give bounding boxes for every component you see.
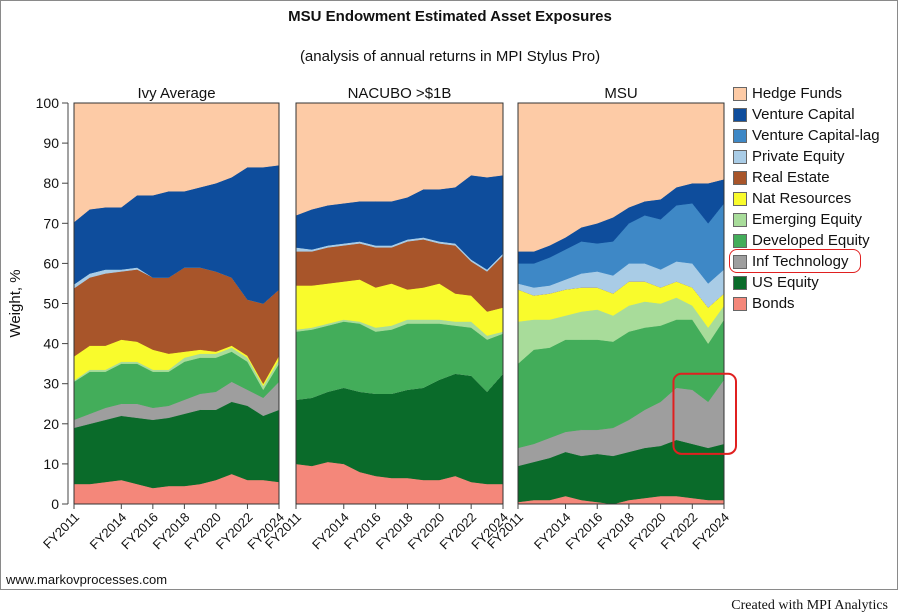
legend-item-us-equity: US Equity [733,273,893,293]
y-tick-label: 80 [43,175,59,191]
x-tick-label: FY2011 [40,510,82,552]
legend-item-venture-capital-lag: Venture Capital-lag [733,126,893,146]
y-tick-label: 50 [43,296,59,312]
legend-item-nat-resources: Nat Resources [733,189,893,209]
legend-swatch [733,297,747,311]
legend-label: Inf Technology [752,253,849,270]
website-label: www.markovprocesses.com [6,572,168,587]
legend-highlight-outline [729,249,861,273]
y-tick-label: 40 [43,336,59,352]
legend-label: US Equity [752,274,819,291]
panel-border [517,102,725,505]
chart-subtitle: (analysis of annual returns in MPI Stylu… [299,48,601,65]
y-tick-label: 0 [51,496,59,512]
legend-swatch [733,276,747,290]
legend-label: Nat Resources [752,190,852,207]
y-tick-label: 90 [43,135,59,151]
y-tick-label: 100 [36,95,60,111]
legend-item-inf-technology: Inf Technology [729,249,893,273]
legend-swatch [733,129,747,143]
panel-border [295,102,504,505]
y-tick-label: 60 [43,255,59,271]
legend-swatch [733,87,747,101]
legend-item-venture-capital: Venture Capital [733,105,893,125]
legend-item-real-estate: Real Estate [733,168,893,188]
legend-label: Emerging Equity [752,211,863,228]
legend-label: Real Estate [752,169,830,186]
legend-label: Hedge Funds [752,85,843,102]
legend-label: Venture Capital-lag [752,127,880,144]
y-tick-label: 30 [43,376,59,392]
legend-swatch [733,213,747,227]
legend-swatch [733,234,747,248]
highlight-box [672,372,738,455]
legend-item-bonds: Bonds [733,294,893,314]
y-tick-label: 10 [43,456,59,472]
legend-item-emerging-equity: Emerging Equity [733,210,893,230]
legend-swatch [733,192,747,206]
legend-label: Private Equity [752,148,845,165]
credit-label: Created with MPI Analytics [731,598,888,613]
legend-item-hedge-funds: Hedge Funds [733,84,893,104]
legend-item-private-equity: Private Equity [733,147,893,167]
legend-label: Developed Equity [752,232,870,249]
y-tick-label: 20 [43,416,59,432]
panel-border [73,102,280,505]
legend-label: Venture Capital [752,106,855,123]
legend-swatch [733,108,747,122]
legend-swatch [733,171,747,185]
chart-frame [0,0,898,590]
legend-swatch [733,150,747,164]
panel-title: Ivy Average [137,85,215,102]
y-tick-label: 70 [43,215,59,231]
panel-title: NACUBO >$1B [348,85,452,102]
legend-label: Bonds [752,295,795,312]
y-axis-label: Weight, % [7,269,24,337]
legend-item-developed-equity: Developed Equity [733,231,893,251]
panel-title: MSU [604,85,637,102]
chart-title: MSU Endowment Estimated Asset Exposures [288,8,612,25]
